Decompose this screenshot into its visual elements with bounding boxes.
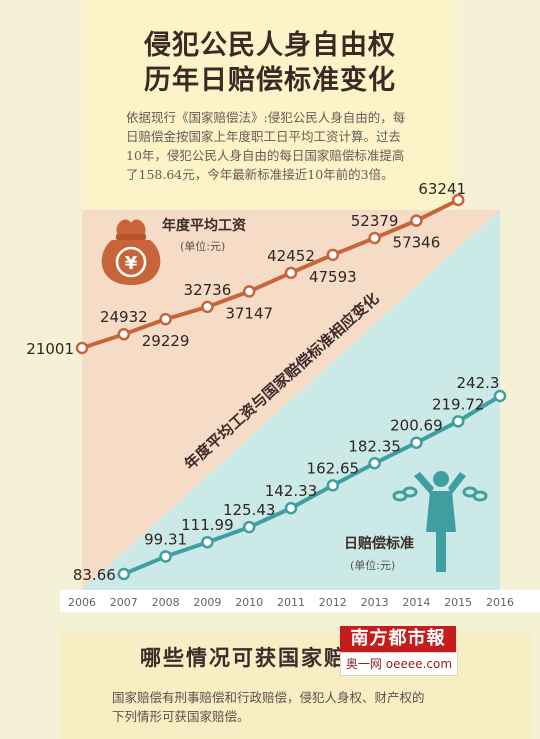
- chart-svg: 2006 2007 2008 2009 2010 2011 2012 2013 2014 2015…: [26, 180, 540, 612]
- x-tick-label: 2007: [110, 596, 138, 609]
- intro-line-1: 依据现行《国家赔偿法》:侵犯公民人身自由的，每: [126, 110, 406, 125]
- intro-line-4: 了158.64元，今年最新标准接近10年前的3倍。: [126, 167, 394, 182]
- data-point: [242, 520, 256, 534]
- data-label: 99.31: [144, 530, 187, 548]
- data-point: [368, 231, 381, 245]
- data-point: [410, 436, 423, 449]
- data-label: 162.65: [307, 459, 360, 477]
- data-point: [410, 214, 423, 227]
- data-label: 63241: [418, 180, 466, 198]
- data-label: 219.72: [432, 395, 485, 413]
- footer-text: 国家赔偿有刑事赔偿和行政赔偿，侵犯人身权、财产权的 下列情形可获国家赔偿。: [112, 688, 512, 726]
- data-point: [326, 248, 340, 262]
- data-label: 242.3: [457, 374, 500, 392]
- data-point: [493, 389, 507, 403]
- footer-title: 哪些情况可获国家赔偿: [140, 646, 370, 670]
- compensation-unit: (单位:元): [350, 558, 395, 572]
- footer-text-line-2: 下列情形可获国家赔偿。: [112, 709, 250, 724]
- data-point: [117, 327, 131, 341]
- compensation-series-name: 日赔偿标准: [344, 535, 414, 552]
- data-point: [326, 479, 340, 492]
- data-label: 125.43: [223, 501, 276, 519]
- data-label: 182.35: [348, 437, 401, 455]
- x-axis-bar: [60, 590, 540, 612]
- x-tick-label: 2010: [235, 596, 263, 609]
- data-point: [201, 300, 214, 314]
- x-tick-label: 2006: [68, 596, 96, 609]
- salary-line: [81, 198, 460, 350]
- logo-bottom: 奥一网 oeeee.com: [340, 652, 458, 676]
- x-tick-label: 2014: [402, 596, 430, 609]
- data-label: 52379: [351, 212, 399, 230]
- data-label: 29229: [142, 332, 190, 350]
- data-point: [284, 266, 298, 280]
- data-point: [242, 285, 256, 298]
- data-label: 83.66: [73, 566, 116, 584]
- intro-text: 依据现行《国家赔偿法》:侵犯公民人身自由的，每 日赔偿金按国家上年度职工日平均工…: [126, 108, 446, 184]
- data-label: 24932: [100, 308, 148, 326]
- currency-symbol: ¥: [125, 253, 138, 274]
- x-tick-label: 2009: [193, 596, 221, 609]
- data-point: [368, 457, 381, 470]
- newspaper-logo: 南方都市報 奥一网 oeeee.com: [340, 626, 458, 676]
- x-tick-label: 2012: [319, 596, 347, 609]
- data-label: 142.33: [265, 482, 318, 500]
- data-point: [451, 415, 465, 428]
- data-point: [75, 341, 89, 355]
- person-breaking-chains-icon: [392, 471, 488, 572]
- data-point: [451, 193, 465, 207]
- compensation-line: [123, 394, 502, 576]
- data-label: 47593: [309, 268, 357, 286]
- x-tick-label: 2008: [152, 596, 180, 609]
- x-tick-label: 2015: [444, 596, 472, 609]
- title-line-2: 历年日赔偿标准变化: [144, 65, 396, 96]
- title-line-1: 侵犯公民人身自由权: [144, 30, 396, 61]
- data-point: [159, 550, 172, 563]
- money-bag-icon: ¥: [101, 219, 161, 285]
- x-tick-label: 2013: [361, 596, 389, 609]
- x-tick-label: 2016: [486, 596, 514, 609]
- salary-points: 21001 24932 29229 32736 37147 42452 47593 52379…: [26, 180, 466, 358]
- salary-series-name: 年度平均工资: [162, 217, 246, 234]
- header-panel: [82, 0, 458, 210]
- data-label: 57346: [393, 234, 441, 252]
- data-label: 37147: [225, 304, 273, 322]
- page-title: 侵犯公民人身自由权 历年日赔偿标准变化: [82, 28, 458, 98]
- data-label: 21001: [26, 340, 74, 358]
- intro-line-2: 日赔偿金按国家上年度职工日平均工资计算。过去: [126, 129, 402, 144]
- data-point: [117, 567, 131, 581]
- data-label: 111.99: [181, 516, 234, 534]
- data-point: [284, 501, 298, 515]
- data-label: 32736: [184, 281, 232, 299]
- data-label: 200.69: [390, 417, 443, 435]
- salary-unit: (单位:元): [180, 239, 225, 253]
- data-point: [159, 312, 172, 326]
- data-point: [201, 535, 214, 549]
- data-label: 42452: [267, 247, 315, 265]
- intro-line-3: 10年，侵犯公民人身自由的每日国家赔偿标准提高: [126, 148, 405, 163]
- logo-top: 南方都市報: [340, 626, 456, 652]
- x-tick-label: 2011: [277, 596, 305, 609]
- x-axis-ticks: 2006 2007 2008 2009 2010 2011 2012 2013 2014 2015…: [68, 596, 514, 609]
- footer-text-line-1: 国家赔偿有刑事赔偿和行政赔偿，侵犯人身权、财产权的: [112, 690, 425, 705]
